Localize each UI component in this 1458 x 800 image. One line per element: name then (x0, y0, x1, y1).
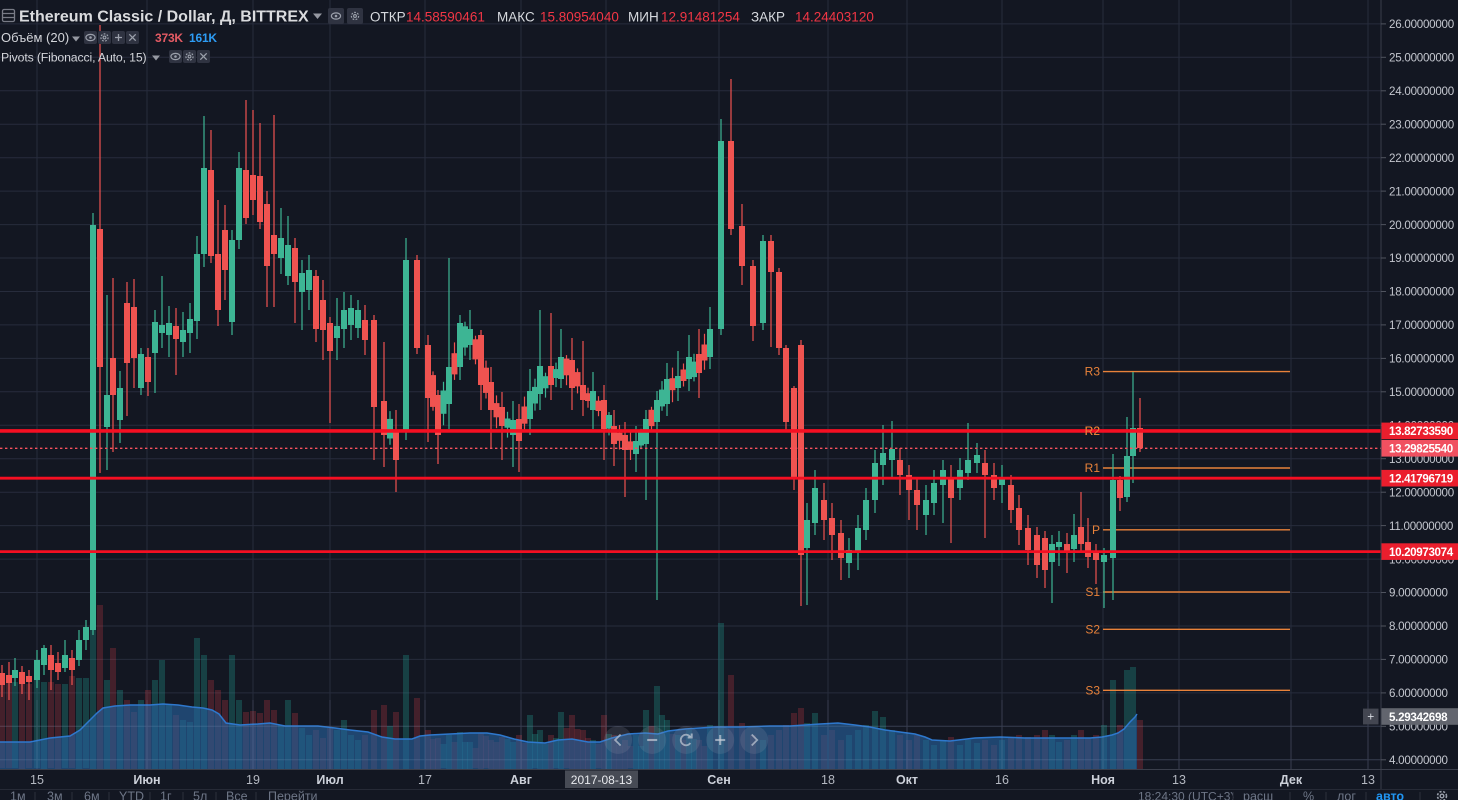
svg-text:25.00000000: 25.00000000 (1389, 52, 1454, 65)
svg-text:13: 13 (1172, 773, 1186, 787)
svg-text:23.00000000: 23.00000000 (1389, 118, 1454, 131)
svg-text:R1: R1 (1085, 461, 1101, 475)
svg-text:1г: 1г (160, 790, 172, 800)
svg-text:12.91481254: 12.91481254 (661, 10, 740, 25)
svg-text:2017-08-13: 2017-08-13 (571, 773, 633, 787)
svg-text:МИН: МИН (628, 10, 659, 25)
svg-text:19: 19 (246, 773, 260, 787)
svg-text:Июн: Июн (133, 773, 160, 787)
svg-text:6м: 6м (84, 790, 100, 800)
svg-text:373K: 373K (155, 31, 183, 45)
svg-text:11.00000000: 11.00000000 (1389, 520, 1453, 533)
svg-text:17.00000000: 17.00000000 (1389, 319, 1454, 332)
svg-text:14.24403120: 14.24403120 (795, 10, 874, 25)
svg-text:13.29825540: 13.29825540 (1389, 443, 1453, 456)
svg-text:21.00000000: 21.00000000 (1389, 185, 1454, 198)
svg-text:161K: 161K (189, 31, 217, 45)
svg-text:ОТКР: ОТКР (370, 10, 406, 25)
svg-text:ЗАКР: ЗАКР (751, 10, 785, 25)
svg-text:18.00000000: 18.00000000 (1389, 286, 1454, 299)
svg-text:12.00000000: 12.00000000 (1389, 486, 1454, 499)
svg-text:16: 16 (995, 773, 1009, 787)
svg-text:1м: 1м (10, 790, 26, 800)
svg-text:12.41796719: 12.41796719 (1389, 473, 1454, 486)
svg-text:9.00000000: 9.00000000 (1389, 587, 1448, 600)
svg-text:22.00000000: 22.00000000 (1389, 152, 1454, 165)
svg-text:S3: S3 (1085, 683, 1100, 697)
svg-text:Сен: Сен (707, 773, 731, 787)
svg-text:S1: S1 (1085, 585, 1100, 599)
svg-text:3м: 3м (47, 790, 63, 800)
svg-text:14.58590461: 14.58590461 (406, 10, 485, 25)
svg-text:15.00000000: 15.00000000 (1389, 386, 1454, 399)
svg-text:18: 18 (821, 773, 835, 787)
svg-text:%: % (1303, 790, 1314, 800)
svg-text:авто: авто (1376, 790, 1404, 800)
svg-text:8.00000000: 8.00000000 (1389, 620, 1448, 633)
svg-text:Ethereum Classic / Dollar, Д,: Ethereum Classic / Dollar, Д, BITTREX (19, 9, 309, 26)
svg-text:Окт: Окт (896, 773, 918, 787)
svg-text:13.82733590: 13.82733590 (1389, 425, 1453, 438)
svg-text:+: + (1367, 709, 1374, 723)
svg-text:S2: S2 (1085, 622, 1100, 636)
svg-text:19.00000000: 19.00000000 (1389, 252, 1454, 265)
svg-text:P: P (1092, 523, 1100, 537)
svg-text:18:24:30 (UTC+3): 18:24:30 (UTC+3) (1138, 790, 1234, 800)
svg-text:лог: лог (1337, 790, 1356, 800)
svg-text:Объём (20): Объём (20) (1, 30, 69, 45)
svg-text:R3: R3 (1085, 365, 1101, 379)
svg-text:7.00000000: 7.00000000 (1389, 654, 1448, 667)
svg-text:15.80954040: 15.80954040 (540, 10, 619, 25)
svg-text:13: 13 (1361, 773, 1375, 787)
svg-text:Дек: Дек (1280, 773, 1303, 787)
svg-text:Перейти: Перейти (268, 790, 318, 800)
svg-text:5.29342698: 5.29342698 (1389, 711, 1448, 724)
svg-text:10.20973074: 10.20973074 (1389, 546, 1454, 559)
svg-text:4.00000000: 4.00000000 (1389, 754, 1448, 767)
svg-text:МАКС: МАКС (497, 10, 535, 25)
svg-text:26.00000000: 26.00000000 (1389, 18, 1454, 31)
svg-text:R2: R2 (1085, 424, 1101, 438)
svg-text:Авг: Авг (510, 773, 532, 787)
svg-text:YTD: YTD (119, 790, 144, 800)
svg-text:Pivots (Fibonacci, Auto, 15): Pivots (Fibonacci, Auto, 15) (1, 51, 147, 65)
svg-text:6.00000000: 6.00000000 (1389, 687, 1448, 700)
svg-text:15: 15 (30, 773, 44, 787)
svg-text:Ноя: Ноя (1091, 773, 1115, 787)
svg-text:расш: расш (1243, 790, 1273, 800)
svg-text:5л: 5л (193, 790, 207, 800)
svg-text:24.00000000: 24.00000000 (1389, 85, 1454, 98)
svg-text:16.00000000: 16.00000000 (1389, 353, 1454, 366)
svg-text:Все: Все (226, 790, 248, 800)
svg-text:20.00000000: 20.00000000 (1389, 219, 1454, 232)
svg-text:17: 17 (418, 773, 432, 787)
svg-text:Июл: Июл (316, 773, 343, 787)
